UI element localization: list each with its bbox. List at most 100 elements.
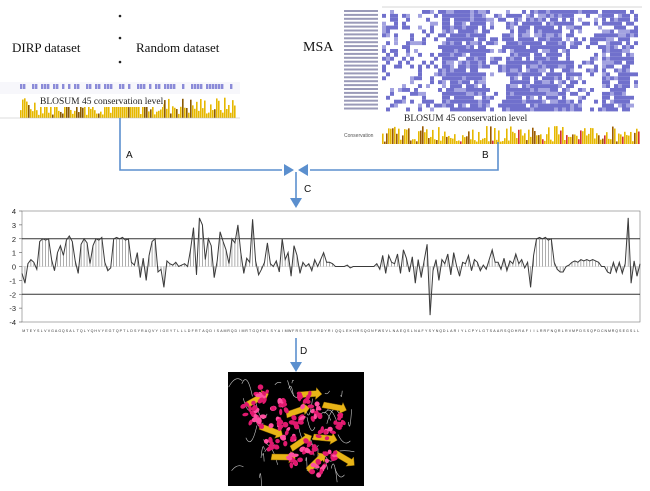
alignment-cell [606,41,610,46]
alignment-cell [462,37,466,42]
alignment-cell [438,10,442,14]
alignment-cell [137,84,140,89]
alignment-cell [474,56,478,61]
alignment-cell [554,84,558,88]
alignment-cell [454,68,458,73]
conservation-bar [534,131,536,144]
alignment-cell [614,56,618,61]
alignment-cell [410,76,414,81]
conservation-bar [68,106,70,118]
alignment-cell [506,33,510,38]
alignment-cell [610,76,614,81]
alignment-cell [458,107,462,112]
alignment-cell [510,37,514,42]
alignment-cell [454,84,458,88]
alignment-cell [594,21,598,26]
alignment-cell [626,95,630,100]
x-tick-residue: T [303,329,306,333]
alignment-cell [510,45,514,49]
alignment-cell [522,72,526,77]
alignment-cell [386,56,390,61]
alignment-cell [434,64,438,69]
alpha-helix-turn [293,424,300,430]
alignment-cell [534,56,538,61]
alignment-cell [478,13,482,18]
sequence-name [344,84,378,87]
alignment-cell [602,72,606,77]
x-tick-residue: L [177,329,179,333]
alignment-cell [394,52,398,57]
alignment-cell [558,41,562,46]
alignment-cell [622,17,626,22]
alignment-cell [602,95,606,100]
alignment-cell [446,64,450,69]
alignment-cell [478,37,482,42]
alignment-cell [570,21,574,26]
alignment-cell [402,95,406,100]
alignment-cell [446,76,450,81]
alignment-cell [478,21,482,26]
alignment-cell [462,64,466,69]
alignment-cell [442,56,446,61]
alignment-cell [530,13,534,18]
conservation-bar [636,128,638,144]
alignment-cell [119,84,122,89]
sequence-name [344,107,378,110]
alignment-cell [458,68,462,73]
alpha-helix-turn [249,410,254,415]
alignment-cell [554,60,558,65]
alignment-cell [482,21,486,26]
x-tick-residue: S [619,329,622,333]
alignment-cell [462,103,466,108]
conservation-bar [222,112,224,118]
alignment-cell [494,91,498,96]
alignment-cell [538,52,542,57]
alignment-cell [390,10,394,14]
alignment-cell [394,64,398,69]
alignment-cell [614,107,618,112]
msa-alignment [342,2,642,114]
alignment-cell [474,103,478,108]
x-tick-residue: L [127,329,129,333]
alignment-cell [506,88,510,92]
alignment-cell [394,49,398,53]
alignment-cell [546,56,550,61]
alignment-cell [526,60,530,65]
alignment-cell [538,72,542,77]
alignment-cell [442,84,446,88]
conservation-bar [196,101,198,118]
alignment-cell [454,56,458,61]
alignment-cell [570,17,574,22]
alignment-cell [622,68,626,73]
alignment-cell [634,17,638,22]
conservation-bar [492,140,494,144]
alignment-cell [478,72,482,77]
alignment-cell [470,17,474,22]
x-tick-residue: T [199,329,202,333]
alignment-cell [530,17,534,22]
x-tick-residue: A [450,329,453,333]
y-tick-label: 4 [12,207,16,216]
alignment-cell [606,10,610,14]
alignment-cell [470,72,474,77]
alignment-cell [466,76,470,81]
alignment-cell [462,91,466,96]
alignment-cell [458,25,462,30]
alignment-cell [522,84,526,88]
alignment-cell [486,99,490,104]
alignment-cell [522,107,526,112]
alignment-cell [398,88,402,92]
alignment-cell [410,41,414,46]
alignment-cell [390,88,394,92]
alignment-cell [554,10,558,14]
alignment-cell [506,56,510,61]
alignment-cell [522,91,526,96]
x-tick-residue: R [317,329,320,333]
x-tick-residue: M [224,329,227,333]
alignment-cell [574,80,578,85]
sequence-name [344,99,378,102]
conservation-bar [190,99,192,118]
x-tick-residue: E [166,329,169,333]
alignment-cell [570,25,574,30]
x-tick-residue: T [249,329,252,333]
